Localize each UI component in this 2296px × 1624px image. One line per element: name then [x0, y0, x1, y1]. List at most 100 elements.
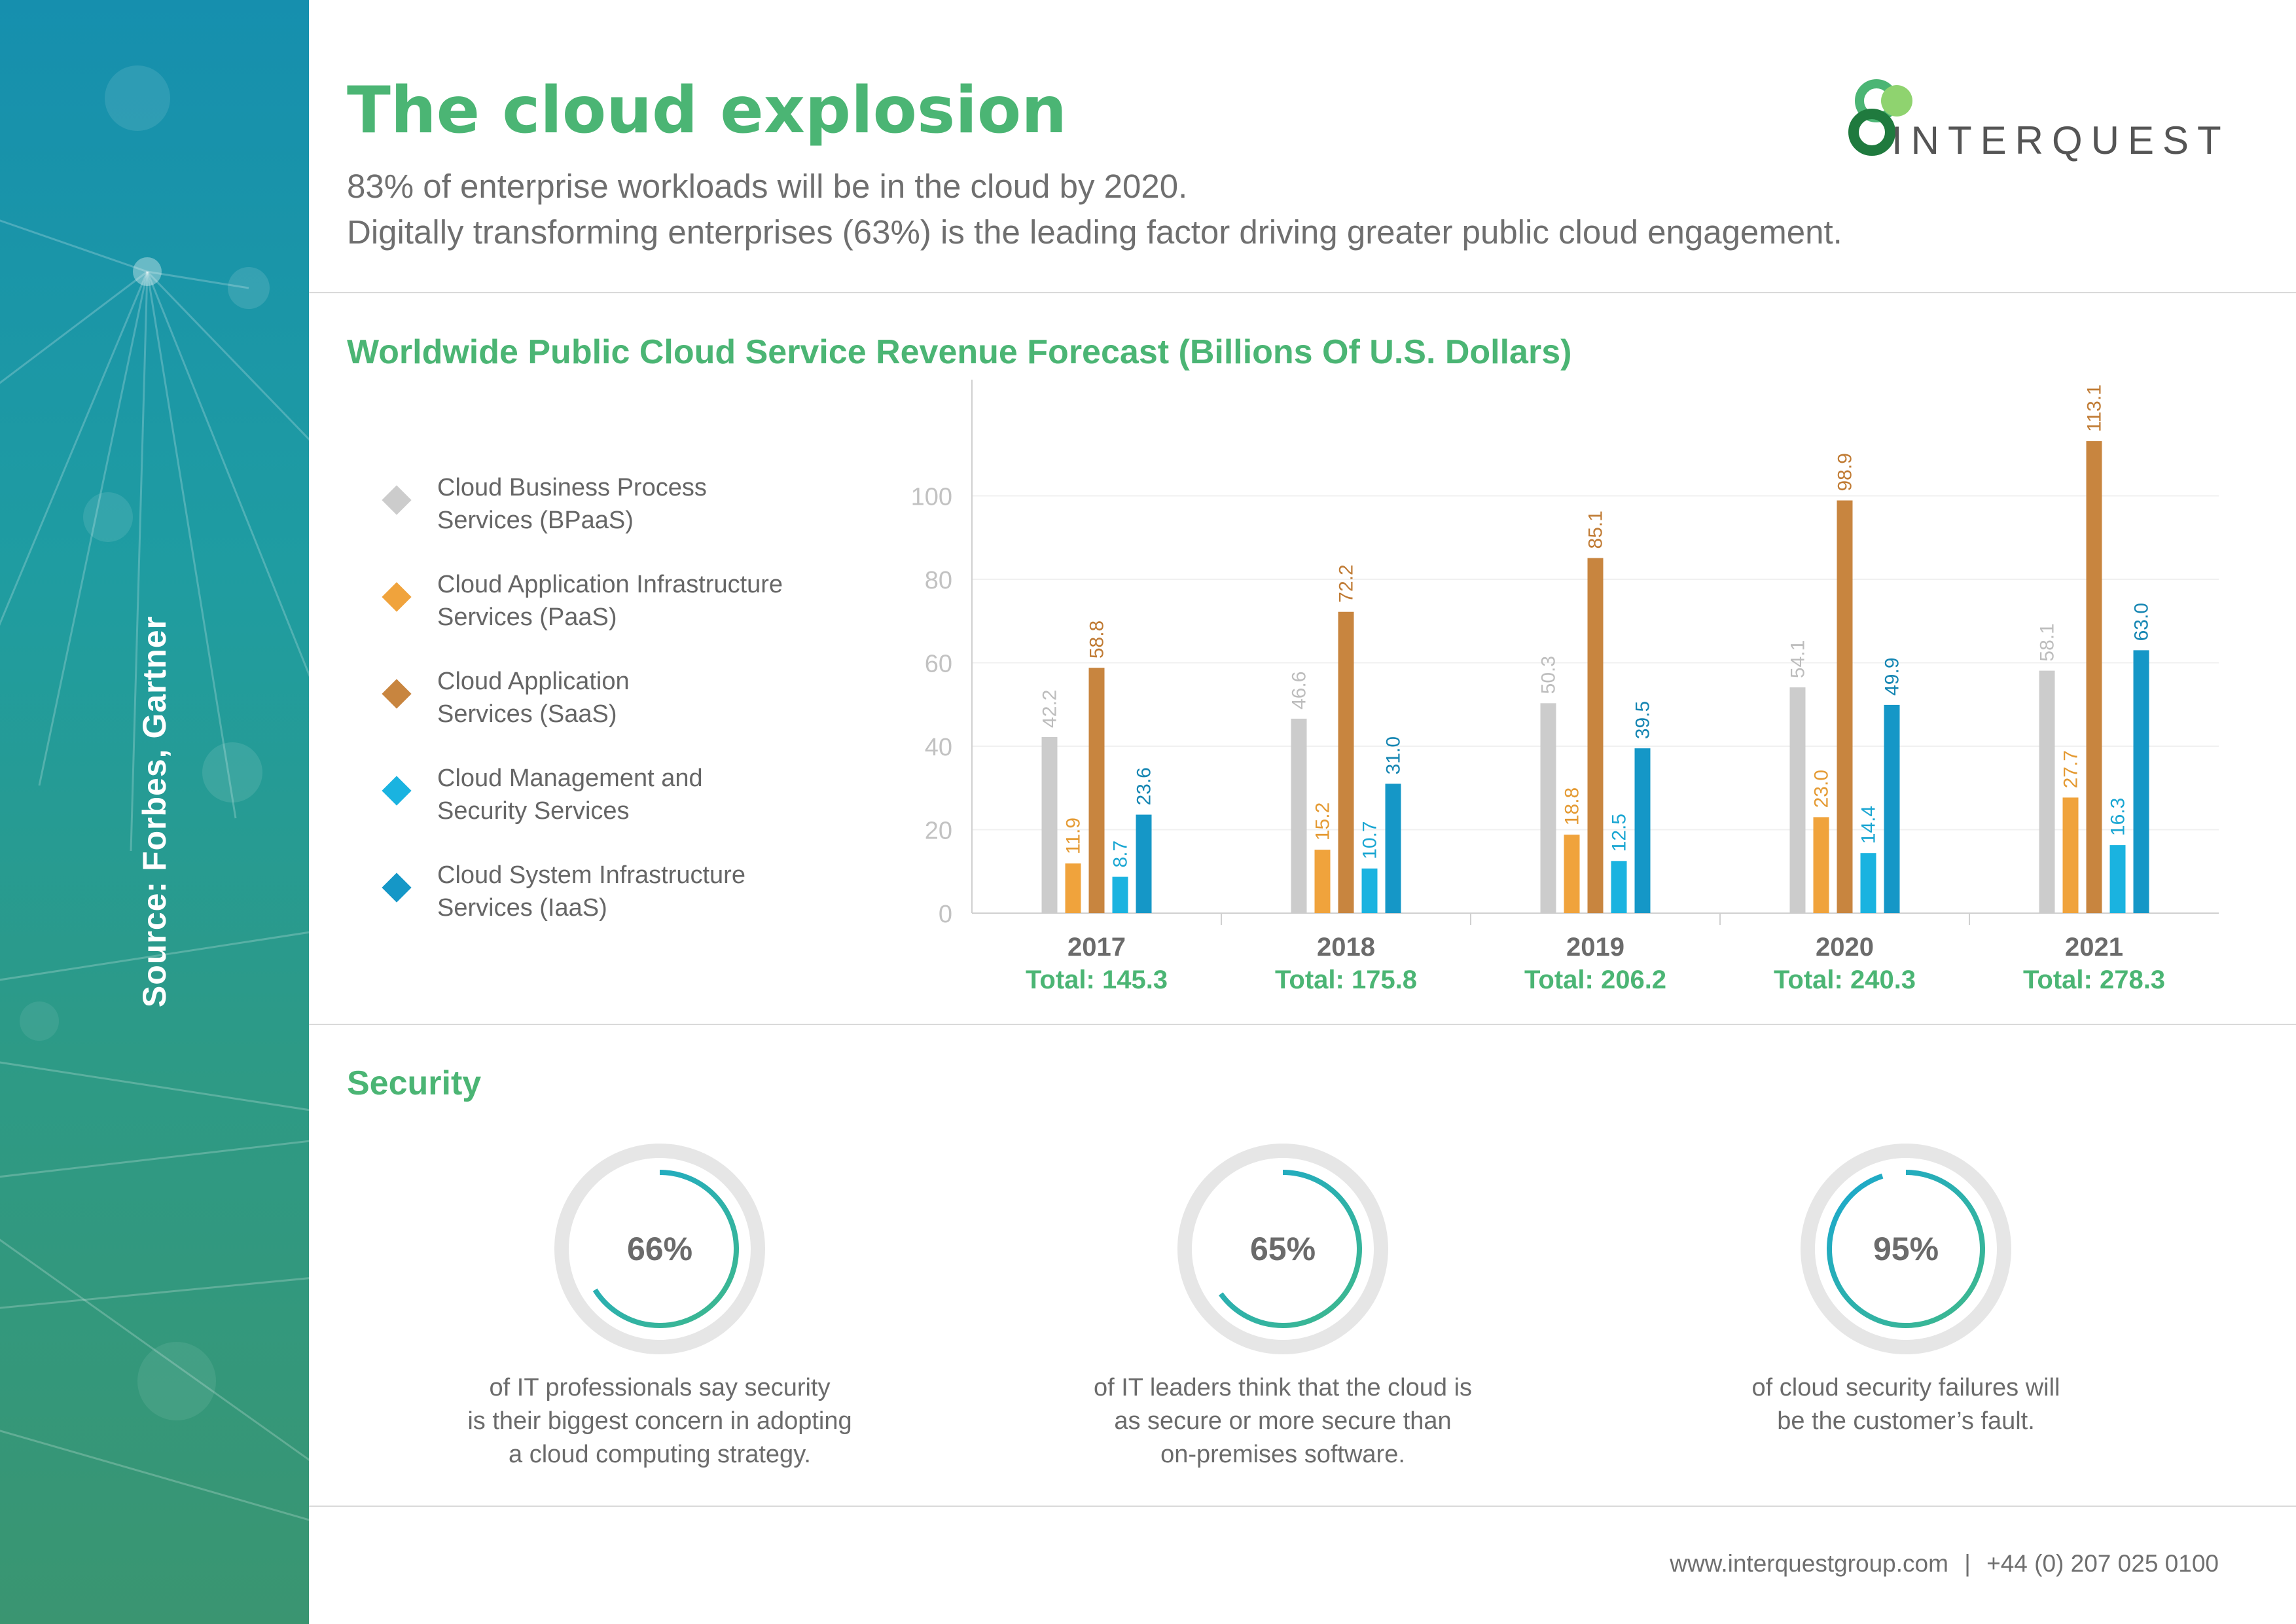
category-label: 2018 [1317, 933, 1375, 962]
total-label: Total: 278.3 [2023, 965, 2165, 994]
logo-wordmark: INTERQUEST [1892, 118, 2230, 162]
security-stat-66: 66% [548, 1138, 771, 1360]
legend-label-security-line2: Security Services [437, 797, 630, 825]
data-label: 98.9 [1835, 453, 1856, 491]
interquest-logo-icon [1848, 79, 1912, 156]
data-label: 54.1 [1787, 640, 1809, 678]
bar [1860, 853, 1876, 913]
caption-line: of IT leaders think that the cloud is [1093, 1374, 1473, 1401]
ring-progress-arc [1204, 1170, 1362, 1328]
data-label: 42.2 [1039, 690, 1061, 728]
subtitle-line-1: 83% of enterprise workloads will be in t… [347, 168, 1188, 205]
caption-line: a cloud computing strategy. [509, 1441, 811, 1468]
data-label: 27.7 [2060, 750, 2082, 788]
legend-label-security-line1: Cloud Management and [437, 765, 703, 792]
bar [1041, 736, 1058, 913]
caption-line: be the customer’s fault. [1777, 1407, 2035, 1435]
ring-progress-arc [581, 1170, 739, 1328]
bar [1634, 748, 1651, 913]
y-tick-label: 20 [925, 818, 952, 845]
bar [1291, 718, 1307, 913]
bar [1564, 835, 1580, 913]
category-label: 2020 [1816, 933, 1874, 962]
website-link[interactable]: www.interquestgroup.com [1670, 1550, 1948, 1577]
source-note: Source: Forbes, Gartner [136, 615, 173, 1008]
data-label: 11.9 [1063, 818, 1085, 854]
caption-line: of cloud security failures will [1751, 1374, 2060, 1401]
progress-ring [1801, 1144, 2011, 1354]
bar [1540, 703, 1556, 913]
chart-section-title: Worldwide Public Cloud Service Revenue F… [347, 333, 1572, 371]
bar [1361, 868, 1378, 913]
ring-track [1177, 1144, 1388, 1354]
category-label: 2017 [1067, 933, 1126, 962]
legend-label-paas-line1: Cloud Application Infrastructure [437, 571, 783, 598]
bar [1338, 611, 1354, 913]
stat-caption: of IT leaders think that the cloud is as… [1021, 1371, 1545, 1471]
bar [2086, 441, 2102, 913]
bar [1837, 500, 1853, 913]
data-label: 16.3 [2108, 798, 2129, 836]
bar [2039, 670, 2055, 913]
legend-label-bpaas-line1: Cloud Business Process [437, 474, 707, 501]
legend-marker-bpaas [382, 485, 412, 515]
data-label: 46.6 [1289, 672, 1310, 710]
y-tick-label: 80 [925, 567, 952, 594]
legend-label-iaas-line1: Cloud System Infrastructure [437, 861, 745, 889]
ring-track [554, 1144, 765, 1354]
stat-caption: of cloud security failures will be the c… [1644, 1371, 2168, 1438]
data-label: 63.0 [2131, 603, 2153, 641]
y-tick-label: 100 [911, 484, 952, 511]
progress-ring [1177, 1144, 1388, 1354]
data-label: 23.6 [1134, 767, 1155, 805]
footer-separator: | [1964, 1550, 1971, 1577]
data-label: 31.0 [1383, 736, 1405, 774]
bar [1385, 784, 1401, 913]
sidebar: Source: Forbes, Gartner [0, 0, 309, 1624]
total-label: Total: 145.3 [1026, 965, 1168, 994]
legend-label-iaas-line2: Services (IaaS) [437, 894, 607, 922]
total-label: Total: 206.2 [1524, 965, 1666, 994]
y-tick-label: 0 [939, 901, 952, 928]
network-background-graphic [0, 65, 309, 1521]
legend-label-bpaas-line2: Services (BPaaS) [437, 507, 634, 534]
legend-marker-security-services [382, 776, 412, 806]
data-label: 58.8 [1086, 621, 1108, 659]
bar [2062, 797, 2079, 913]
revenue-bar-chart: 0 20 40 60 80 100 42.2 11.9 58.8 8.7 23.6 2017 Total… [911, 380, 2219, 994]
data-label: 85.1 [1585, 511, 1607, 549]
divider [309, 1024, 2296, 1025]
legend-marker-saas [382, 679, 412, 709]
phone-number: +44 (0) 207 025 0100 [1986, 1550, 2219, 1577]
bar [1587, 558, 1604, 913]
security-stat-65: 65% [1172, 1138, 1394, 1360]
stat-value: 95% [1873, 1231, 1939, 1267]
data-label: 15.2 [1312, 803, 1334, 840]
y-tick-label: 60 [925, 651, 952, 678]
bar [2109, 845, 2126, 913]
security-section-title: Security [347, 1064, 482, 1102]
page-title: The cloud explosion [347, 73, 1067, 148]
bar [1314, 850, 1331, 913]
data-label: 49.9 [1882, 657, 1903, 695]
bar [1065, 863, 1081, 913]
data-label: 14.4 [1858, 806, 1880, 844]
bar [2133, 650, 2149, 913]
data-label: 50.3 [1538, 656, 1560, 694]
bar [1088, 668, 1105, 913]
caption-line: of IT professionals say security [489, 1374, 831, 1401]
data-label: 72.2 [1336, 564, 1357, 602]
category-label: 2021 [2065, 933, 2123, 962]
security-stat-95: 95% [1795, 1138, 2017, 1360]
data-label: 39.5 [1632, 701, 1654, 739]
bar [1112, 876, 1128, 913]
stat-caption: of IT professionals say security is thei… [398, 1371, 922, 1471]
bar [1136, 814, 1152, 913]
subtitle-line-2: Digitally transforming enterprises (63%)… [347, 213, 1842, 251]
progress-ring [554, 1144, 765, 1354]
caption-line: on-premises software. [1160, 1441, 1405, 1468]
total-label: Total: 240.3 [1774, 965, 1916, 994]
legend-label-paas-line2: Services (PaaS) [437, 604, 617, 631]
stat-value: 66% [626, 1231, 693, 1267]
bar [1884, 704, 1900, 913]
